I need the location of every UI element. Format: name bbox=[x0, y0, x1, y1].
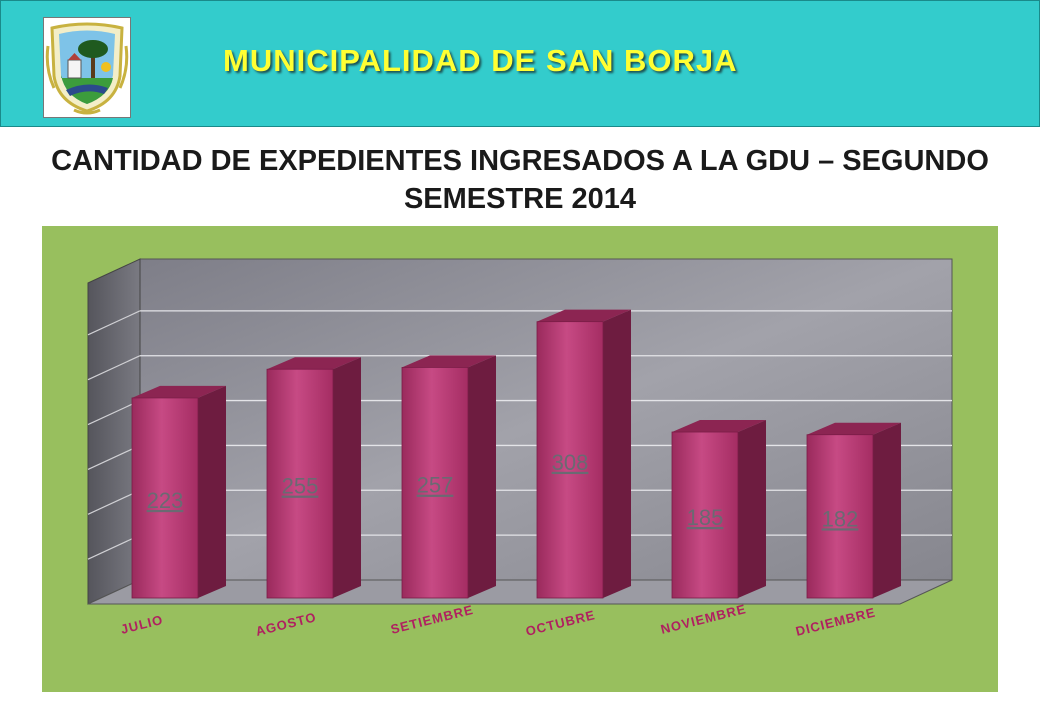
gridline-side bbox=[87, 310, 141, 336]
bar-octubre bbox=[536, 309, 631, 599]
shield-crest-icon bbox=[45, 22, 129, 115]
data-label: 223 bbox=[147, 488, 184, 513]
bar-setiembre bbox=[401, 355, 496, 599]
data-label: 182 bbox=[822, 506, 859, 531]
gridline-side bbox=[87, 534, 141, 560]
gridline-side bbox=[87, 400, 141, 426]
data-label: 255 bbox=[282, 474, 319, 499]
gridline-side bbox=[87, 489, 141, 515]
chart-bars bbox=[131, 309, 901, 599]
bar-top bbox=[132, 385, 226, 398]
category-label: OCTUBRE bbox=[524, 607, 597, 639]
bar-front bbox=[266, 368, 334, 599]
bar-top bbox=[402, 355, 496, 368]
bar-side bbox=[468, 355, 496, 598]
bar-diciembre bbox=[806, 422, 901, 599]
data-label: 185 bbox=[687, 505, 724, 530]
bar-front bbox=[671, 431, 739, 599]
gridline-side bbox=[87, 355, 141, 381]
header-title: MUNICIPALIDAD DE SAN BORJA bbox=[223, 43, 738, 78]
category-label: SETIEMBRE bbox=[389, 602, 475, 637]
bar-julio bbox=[131, 385, 226, 599]
bar-top bbox=[267, 357, 361, 370]
data-label: 257 bbox=[417, 473, 454, 498]
bar-front bbox=[401, 367, 469, 599]
bar-top bbox=[672, 420, 766, 433]
gridline-side bbox=[87, 444, 141, 470]
bar-top bbox=[807, 422, 901, 435]
chart-title: CANTIDAD DE EXPEDIENTES INGRESADOS A LA … bbox=[51, 145, 989, 215]
bar-agosto bbox=[266, 357, 361, 599]
municipal-logo bbox=[43, 17, 131, 118]
category-label: JULIO bbox=[119, 612, 165, 637]
bar-side bbox=[603, 309, 631, 598]
data-label: 308 bbox=[552, 450, 589, 475]
bar-chart: 223 JULIO 255 AGOSTO 257 SETIEMBRE 308 OCTUBRE 1… bbox=[87, 258, 953, 639]
bar-side bbox=[333, 357, 361, 598]
header-bar: MUNICIPALIDAD DE SAN BORJA bbox=[0, 0, 1040, 127]
bar-side bbox=[873, 422, 901, 598]
category-label: AGOSTO bbox=[254, 609, 318, 639]
bar-front bbox=[131, 397, 199, 599]
bar-front bbox=[806, 434, 874, 599]
category-label: DICIEMBRE bbox=[794, 605, 877, 639]
bar-side bbox=[198, 385, 226, 598]
bar-side bbox=[738, 420, 766, 598]
bar-top bbox=[537, 309, 631, 322]
category-label: NOVIEMBRE bbox=[659, 601, 748, 637]
bar-front bbox=[536, 321, 604, 599]
bar-noviembre bbox=[671, 420, 766, 599]
chart-panel: 223 JULIO 255 AGOSTO 257 SETIEMBRE 308 OCTUBRE 1… bbox=[42, 226, 998, 692]
